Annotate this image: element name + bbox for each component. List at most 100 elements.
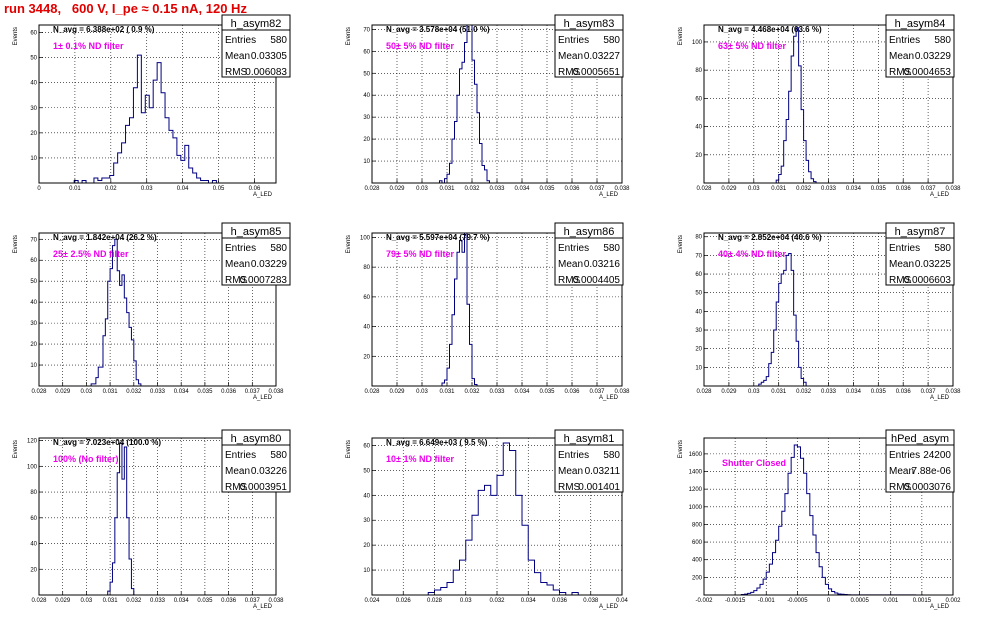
histogram-panel-h_asym85: 0.028 0.029 0.03 0.031 0.032 0.033 0.034 0.035 0… <box>13 222 291 401</box>
histogram-panel-h_asym84: 0.028 0.029 0.03 0.031 0.032 0.033 0.034 0.035 0… <box>678 14 961 198</box>
y-tick-label: 20 <box>30 342 37 348</box>
stats-box: hPed_asym Entries 24200 Mean7.88e-06RMS0.00… <box>885 429 955 493</box>
stats-box: h_asym80 Entries 580 Mean 0.03226RMS0.000395… <box>221 429 291 493</box>
y-tick-label: 40 <box>695 309 702 315</box>
x-tick-label: 0.0005 <box>850 598 869 604</box>
stats-label: Mean <box>558 259 583 270</box>
stats-value: 580 <box>270 35 287 46</box>
stats-value: 7.88e-06 <box>912 466 952 477</box>
stats-label: Entries <box>225 35 256 46</box>
y-tick-label: 60 <box>695 96 702 102</box>
x-tick-label: 0.029 <box>721 389 737 395</box>
y-tick-label: 60 <box>363 443 370 449</box>
y-axis-title: Events <box>678 235 684 253</box>
stats-value: 0.0003076 <box>904 482 952 493</box>
stats-value: 0.006083 <box>245 67 287 78</box>
x-tick-label: 0.028 <box>427 598 443 604</box>
histogram-panel-h_asym87: 0.028 0.029 0.03 0.031 0.032 0.033 0.034 0.035 0… <box>678 222 961 401</box>
y-axis-title: Events <box>346 440 352 458</box>
x-tick-label: -0.001 <box>758 598 776 604</box>
y-tick-label: 30 <box>363 115 370 121</box>
stats-box-frame <box>885 14 955 78</box>
histogram-line <box>427 442 579 596</box>
x-tick-label: 0.03 <box>141 186 153 192</box>
x-tick-label: 0.037 <box>921 389 937 395</box>
x-tick-label: 0.033 <box>821 186 837 192</box>
y-tick-label: 20 <box>30 567 37 573</box>
x-tick-label: 0.034 <box>174 598 190 604</box>
y-tick-label: 20 <box>695 347 702 353</box>
histogram-line <box>758 253 807 386</box>
stats-box-frame <box>554 14 624 78</box>
x-tick-label: 0.036 <box>552 598 568 604</box>
stats-box-frame <box>221 429 291 493</box>
y-tick-label: 40 <box>363 325 370 331</box>
stats-value: 0.001401 <box>578 482 620 493</box>
x-tick-label: 0.038 <box>614 389 630 395</box>
x-tick-label: 0.035 <box>197 598 213 604</box>
stats-label: Mean <box>225 51 250 62</box>
stats-box: h_asym86 Entries 580 Mean 0.03216RMS0.000440… <box>554 222 624 286</box>
x-tick-label: 0.034 <box>514 389 530 395</box>
stats-label: Entries <box>558 35 589 46</box>
stats-label: Entries <box>889 243 920 254</box>
stats-value: 0.0003951 <box>240 482 288 493</box>
x-axis-title: A_LED <box>599 395 619 401</box>
x-tick-label: -0.002 <box>695 598 713 604</box>
x-tick-label: 0.034 <box>846 389 862 395</box>
x-tick-label: 0.024 <box>364 598 380 604</box>
navg-label: N_avg = 5.597e+04 (79.7 %) <box>386 233 490 242</box>
stats-value: 0.03226 <box>251 466 288 477</box>
x-tick-label: 0.033 <box>489 186 505 192</box>
histogram-name: h_asym85 <box>231 226 282 238</box>
stats-box-frame <box>554 429 624 493</box>
stats-label: Mean <box>558 51 583 62</box>
histogram-panel-h_asym86: 0.028 0.029 0.03 0.031 0.032 0.033 0.034 0.035 0… <box>346 222 630 401</box>
stats-label: Entries <box>225 243 256 254</box>
x-tick-label: 0.06 <box>249 186 261 192</box>
y-tick-label: 70 <box>30 237 37 243</box>
filter-label: 40± 4% ND filter <box>718 249 786 259</box>
x-tick-label: 0.032 <box>464 186 480 192</box>
x-tick-label: 0.05 <box>213 186 225 192</box>
stats-value: 580 <box>270 450 287 461</box>
filter-label: 1± 0.1% ND filter <box>53 41 124 51</box>
y-tick-label: 100 <box>360 235 371 241</box>
y-tick-label: 70 <box>695 253 702 259</box>
filter-label: Shutter Closed <box>722 458 786 468</box>
y-tick-label: 30 <box>30 321 37 327</box>
stats-label: RMS <box>558 67 581 78</box>
x-tick-label: 0.028 <box>31 598 47 604</box>
y-tick-label: 40 <box>363 493 370 499</box>
x-tick-label: 0.034 <box>521 598 537 604</box>
y-tick-label: 40 <box>30 542 37 548</box>
histogram-panel-h_asym83: 0.028 0.029 0.03 0.031 0.032 0.033 0.034 0.035 0… <box>346 14 630 198</box>
x-tick-label: 0.03 <box>748 186 760 192</box>
y-tick-label: 10 <box>363 568 370 574</box>
x-tick-label: 0.029 <box>389 186 405 192</box>
navg-label: N_avg = 1.842e+04 (26.2 %) <box>53 233 157 242</box>
y-tick-label: 40 <box>30 300 37 306</box>
x-tick-label: 0.028 <box>31 389 47 395</box>
plot-frame <box>38 24 277 184</box>
histogram-name: h_asym82 <box>231 18 282 30</box>
stats-box-frame <box>885 222 955 286</box>
y-tick-label: 30 <box>30 106 37 112</box>
stats-value: 0.03305 <box>251 51 288 62</box>
stats-label: Entries <box>558 243 589 254</box>
x-tick-label: 0.037 <box>245 389 261 395</box>
histogram-name: h_asym80 <box>231 433 282 445</box>
y-tick-label: 60 <box>30 31 37 37</box>
y-tick-label: 20 <box>363 543 370 549</box>
x-tick-label: 0.028 <box>364 186 380 192</box>
stats-value: 0.0006603 <box>904 275 952 286</box>
stats-value: 0.0004653 <box>904 67 952 78</box>
x-tick-label: 0.01 <box>69 186 81 192</box>
x-axis-title: A_LED <box>599 192 619 198</box>
stats-label: Mean <box>225 466 250 477</box>
x-tick-label: 0.002 <box>945 598 961 604</box>
y-tick-label: 1600 <box>689 452 703 458</box>
histogram-name: h_asym86 <box>564 226 615 238</box>
histogram-name: h_asym87 <box>895 226 946 238</box>
